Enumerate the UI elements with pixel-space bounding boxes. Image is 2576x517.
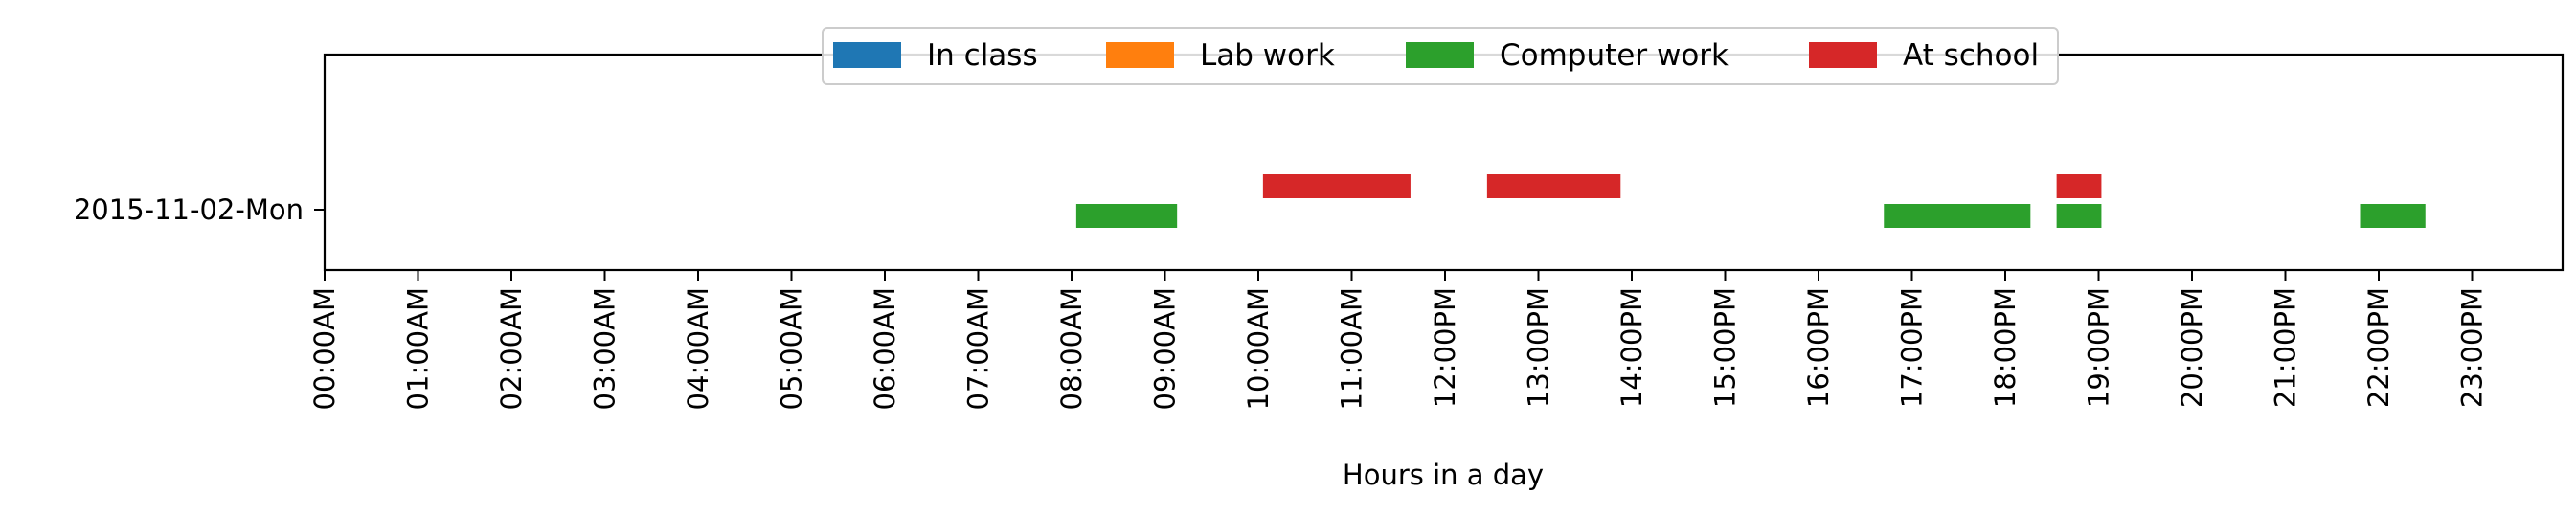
x-tick-label: 04:00AM: [682, 287, 714, 410]
legend-label-computer-work: Computer work: [1500, 38, 1729, 73]
x-tick-label: 22:00PM: [2362, 287, 2395, 408]
legend-label-in-class: In class: [927, 38, 1038, 73]
x-tick-label: 15:00PM: [1709, 287, 1742, 408]
legend-label-lab-work: Lab work: [1200, 38, 1335, 73]
plot-frame: [323, 53, 2565, 272]
x-tick-label: 14:00PM: [1616, 287, 1648, 408]
x-tick-label: 08:00AM: [1055, 287, 1088, 410]
y-axis: 2015-11-02-Mon: [74, 193, 325, 226]
x-tick-label: 21:00PM: [2270, 287, 2302, 408]
bars-layer: [1075, 174, 2426, 228]
x-axis: 00:00AM 01:00AM 02:00AM 03:00AM 04:00AM 05:00…: [308, 270, 2489, 410]
legend-swatch-at-school: [1809, 42, 1877, 68]
x-tick-label: 13:00PM: [1523, 287, 1555, 408]
x-tick-label: 00:00AM: [308, 287, 341, 410]
legend-swatch-computer-work: [1406, 42, 1474, 68]
x-tick-label: 18:00PM: [1989, 287, 2022, 408]
x-tick-label: 01:00AM: [402, 287, 435, 410]
x-tick-label: 12:00PM: [1429, 287, 1461, 408]
x-tick-label: 07:00AM: [962, 287, 995, 410]
bar-computer-work-2: [2056, 204, 2102, 228]
x-tick-label: 11:00AM: [1336, 287, 1368, 410]
bar-at-school-0: [1262, 174, 1411, 198]
legend-label-at-school: At school: [1903, 38, 2039, 73]
x-axis-title: Hours in a day: [1343, 459, 1544, 491]
x-tick-label: 17:00PM: [1896, 287, 1929, 408]
legend-swatch-in-class: [833, 42, 901, 68]
x-tick-label: 23:00PM: [2456, 287, 2489, 408]
x-tick-label: 03:00AM: [589, 287, 621, 410]
bar-at-school-2: [2056, 174, 2102, 198]
bar-computer-work-3: [2360, 204, 2426, 228]
x-tick-label: 06:00AM: [869, 287, 901, 410]
y-tick-label: 2015-11-02-Mon: [74, 193, 304, 226]
bar-computer-work-1: [1884, 204, 2031, 228]
x-tick-label: 20:00PM: [2176, 287, 2208, 408]
x-tick-label: 19:00PM: [2083, 287, 2115, 408]
x-tick-label: 09:00AM: [1149, 287, 1182, 410]
legend: In class Lab work Computer work At school: [822, 27, 2059, 85]
x-tick-label: 10:00AM: [1242, 287, 1275, 410]
legend-swatch-lab-work: [1106, 42, 1174, 68]
bar-at-school-1: [1486, 174, 1621, 198]
x-tick-label: 02:00AM: [495, 287, 528, 410]
x-tick-label: 05:00AM: [776, 287, 808, 410]
bar-computer-work-0: [1075, 204, 1178, 228]
x-tick-label: 16:00PM: [1802, 287, 1835, 408]
